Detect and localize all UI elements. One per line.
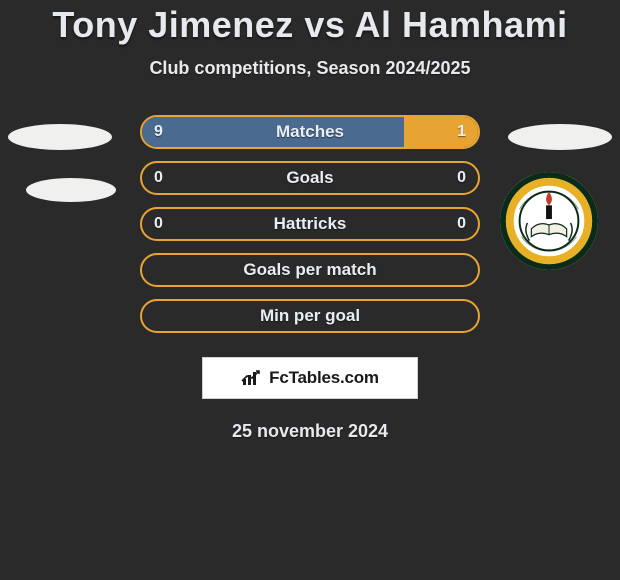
stat-value-right: 0 — [457, 209, 466, 239]
stat-row: Matches9 1 — [140, 115, 480, 149]
stat-row: Goals per match — [140, 253, 480, 287]
team-right-ellipse-top — [508, 124, 612, 150]
stat-label: Goals — [142, 163, 478, 193]
stat-row: Hattricks0 0 — [140, 207, 480, 241]
stat-row: Goals0 0 — [140, 161, 480, 195]
date-label: 25 november 2024 — [0, 421, 620, 442]
club-crest-icon — [500, 172, 598, 270]
brand-box[interactable]: FcTables.com — [202, 357, 418, 399]
stat-label: Hattricks — [142, 209, 478, 239]
stat-label: Min per goal — [142, 301, 478, 331]
team-left-ellipse-top — [8, 124, 112, 150]
stat-row: Min per goal — [140, 299, 480, 333]
stat-value-right: 1 — [457, 117, 466, 147]
stat-value-right: 0 — [457, 163, 466, 193]
stat-value-left: 0 — [154, 163, 163, 193]
page-title: Tony Jimenez vs Al Hamhami — [0, 4, 620, 46]
stat-label: Matches — [142, 117, 478, 147]
team-right-badge — [500, 172, 598, 270]
team-left-ellipse-bottom — [26, 178, 116, 202]
page-subtitle: Club competitions, Season 2024/2025 — [0, 58, 620, 79]
bar-chart-icon — [241, 369, 263, 387]
stat-value-left: 0 — [154, 209, 163, 239]
brand-text: FcTables.com — [269, 368, 379, 388]
stat-label: Goals per match — [142, 255, 478, 285]
stat-value-left: 9 — [154, 117, 163, 147]
